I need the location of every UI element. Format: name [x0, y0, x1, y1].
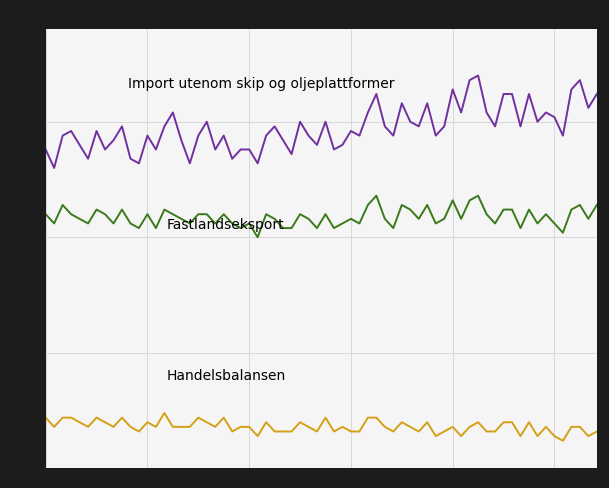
Text: Fastlandseksport: Fastlandseksport: [167, 218, 284, 232]
Text: Handelsbalansen: Handelsbalansen: [167, 369, 286, 383]
Text: Import utenom skip og oljeplattformer: Import utenom skip og oljeplattformer: [128, 77, 395, 91]
